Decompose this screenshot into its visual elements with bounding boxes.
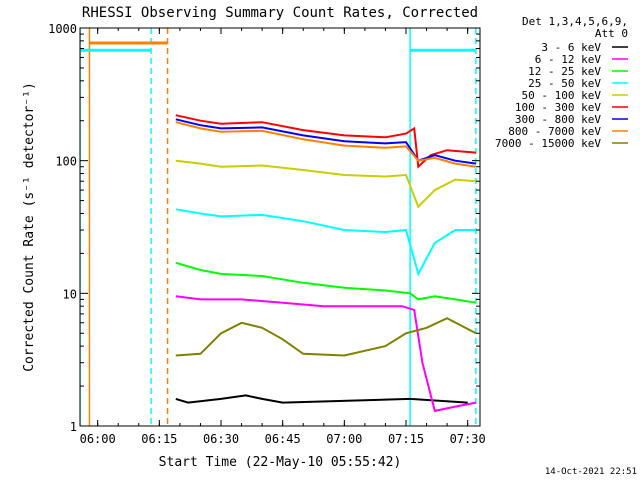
timestamp: 14-Oct-2021 22:51	[545, 467, 637, 477]
series-line	[175, 317, 477, 357]
series-lines	[175, 114, 477, 413]
series-line	[175, 295, 477, 413]
series-line	[175, 394, 468, 404]
legend-label: 7000 - 15000 keV	[495, 137, 601, 150]
series-line	[175, 118, 477, 165]
series-line	[175, 114, 476, 169]
series-line	[175, 208, 476, 277]
x-tick-label: 06:30	[203, 432, 239, 446]
legend-label: 3 - 6 keV	[541, 41, 601, 54]
x-tick-label: 06:00	[80, 432, 116, 446]
legend-label: 25 - 50 keV	[528, 77, 601, 90]
legend-label: 6 - 12 keV	[535, 53, 602, 66]
legend-label: 12 - 25 keV	[528, 65, 601, 78]
x-axis-label: Start Time (22-May-10 05:55:42)	[159, 455, 402, 470]
x-tick-label: 07:30	[450, 432, 486, 446]
y-tick-label: 10	[63, 287, 77, 301]
legend-label: 50 - 100 keV	[522, 89, 602, 102]
x-tick-label: 07:15	[388, 432, 424, 446]
y-tick-label: 1000	[48, 22, 77, 36]
legend-header: Att 0	[595, 27, 628, 40]
y-tick-label: 1	[70, 420, 77, 434]
x-tick-label: 07:00	[326, 432, 362, 446]
y-axis: 1 10 100 1000	[48, 22, 480, 434]
time-markers	[80, 28, 477, 426]
legend-label: 800 - 7000 keV	[508, 125, 601, 138]
legend-label: 300 - 800 keV	[515, 113, 601, 126]
y-axis-label: Corrected Count Rate (s⁻¹ detector⁻¹)	[22, 82, 37, 372]
legend-header: Det 1,3,4,5,6,9,	[522, 15, 628, 28]
x-tick-label: 06:15	[141, 432, 177, 446]
y-tick-label: 100	[55, 155, 77, 169]
series-line	[175, 261, 477, 304]
legend-label: 100 - 300 keV	[515, 101, 601, 114]
plot-frame	[79, 27, 481, 427]
series-line	[175, 159, 476, 209]
x-tick-label: 06:45	[265, 432, 301, 446]
series-line	[175, 121, 477, 168]
chart-title: RHESSI Observing Summary Count Rates, Co…	[82, 5, 478, 21]
x-axis: 06:00 06:15 06:30 06:45 07:00 07:15 07:30	[80, 28, 486, 446]
